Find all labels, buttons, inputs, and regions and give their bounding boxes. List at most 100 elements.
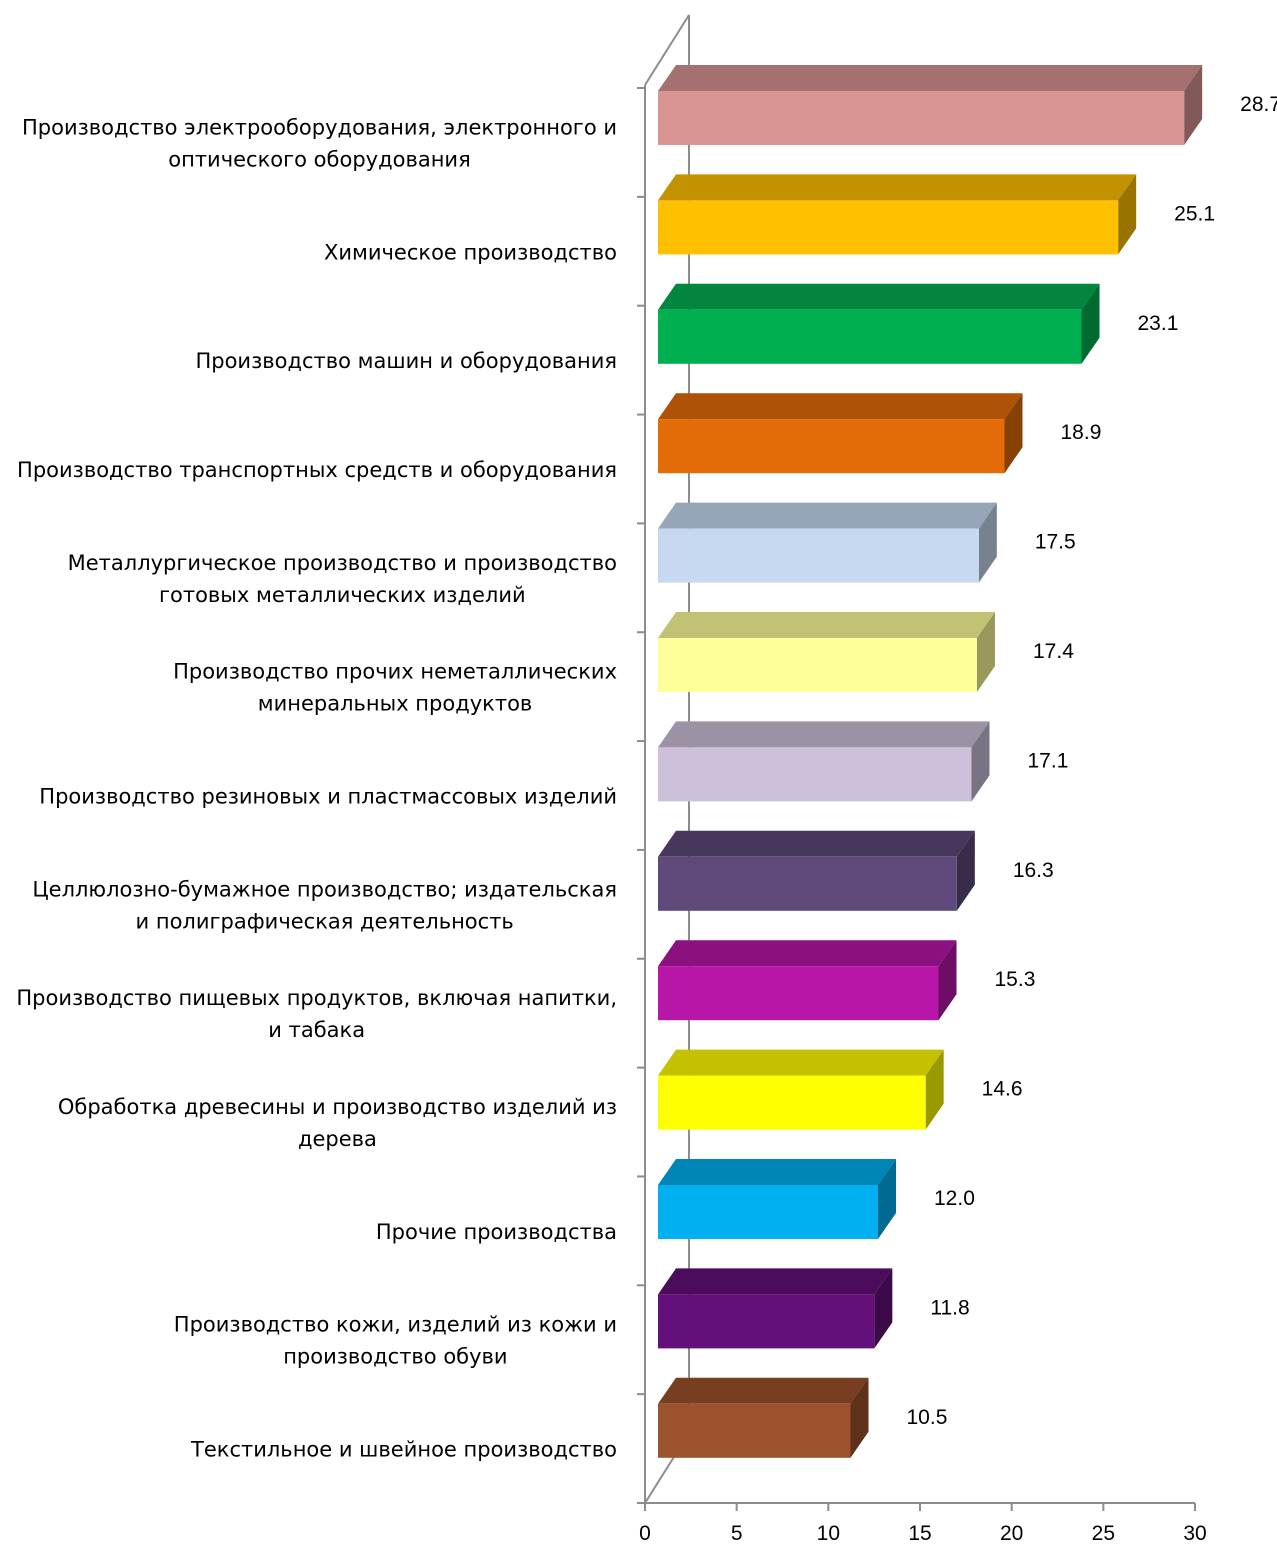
bar-side-face <box>971 721 990 802</box>
x-tick-label: 10 <box>817 1522 840 1545</box>
data-label: 10.5 <box>907 1406 948 1429</box>
bar-top-face <box>658 1049 944 1076</box>
bar-top-face <box>658 830 975 857</box>
category-label-line: Прочие производства <box>376 1220 617 1244</box>
bar-front-face <box>658 1403 851 1458</box>
category-label: Производство резиновых и пластмассовых и… <box>39 785 617 809</box>
bar <box>658 174 1137 255</box>
bar <box>658 502 997 583</box>
x-axis-ticks: 0 5 10 15 20 25 30 <box>639 1503 1207 1545</box>
category-label-line: Металлургическое производство и производ… <box>68 551 617 575</box>
bar-top-face <box>658 612 995 638</box>
data-label: 17.5 <box>1035 531 1076 554</box>
category-label: Производство прочих неметаллических минер… <box>173 660 617 716</box>
bar <box>658 1159 896 1239</box>
x-tick-label: 5 <box>731 1522 743 1545</box>
bar-top-face <box>658 502 997 529</box>
chart-bars <box>658 65 1203 1458</box>
bar-front-face <box>658 91 1185 145</box>
category-labels: Производство электрооборудования, электр… <box>16 115 617 1461</box>
bar <box>658 393 1023 474</box>
bar-side-face <box>978 502 997 583</box>
x-tick-label: 25 <box>1092 1522 1115 1545</box>
category-label-line: производство обуви <box>283 1345 507 1369</box>
category-label-line: Обработка древесины и производство издел… <box>58 1095 617 1119</box>
category-label: Химическое производство <box>324 240 617 264</box>
bar-side-face <box>956 830 975 911</box>
category-label: Прочие производства <box>376 1220 617 1244</box>
data-label: 11.8 <box>930 1296 969 1319</box>
bar-top-face <box>658 283 1100 310</box>
category-label-line: и табака <box>268 1018 365 1042</box>
data-label: 25.1 <box>1174 202 1215 225</box>
x-tick-label: 20 <box>1000 1522 1023 1545</box>
bar-side-face <box>1004 393 1023 474</box>
bar <box>658 283 1100 364</box>
data-label: 14.6 <box>982 1078 1023 1101</box>
category-label: Производство электрооборудования, электр… <box>22 115 617 171</box>
bar-top-face <box>658 940 957 967</box>
x-tick-label: 0 <box>639 1522 651 1545</box>
category-label-line: Производство прочих неметаллических <box>173 660 617 684</box>
bar-front-face <box>658 856 957 911</box>
bar-front-face <box>658 528 979 583</box>
category-label: Металлургическое производство и производ… <box>68 551 617 607</box>
bar <box>658 1268 893 1349</box>
bar-top-face <box>658 1377 869 1404</box>
bar-top-face <box>658 721 990 748</box>
bar-side-face <box>925 1049 944 1130</box>
bar-side-face <box>850 1377 869 1458</box>
bar-front-face <box>658 638 977 692</box>
bar <box>658 830 975 911</box>
bar-top-face <box>658 174 1137 201</box>
bar <box>658 940 957 1021</box>
x-tick-label: 30 <box>1183 1522 1206 1545</box>
bar-front-face <box>658 966 939 1021</box>
x-tick-label: 15 <box>908 1522 931 1545</box>
bar-side-face <box>977 612 995 692</box>
data-label: 17.1 <box>1028 749 1069 772</box>
category-label: Производство пищевых продуктов, включая … <box>16 986 617 1042</box>
bar-side-face <box>1081 283 1100 364</box>
category-label-line: Химическое производство <box>324 240 617 264</box>
bar-side-face <box>874 1268 893 1349</box>
category-label: Производство машин и оборудования <box>195 349 617 373</box>
bar-front-face <box>658 309 1082 364</box>
bar-side-face <box>1118 174 1137 255</box>
data-label: 16.3 <box>1013 859 1054 882</box>
bar-top-face <box>658 393 1023 420</box>
bar-front-face <box>658 200 1119 255</box>
category-label: Текстильное и швейное производство <box>190 1438 617 1462</box>
category-label-line: Производство резиновых и пластмассовых и… <box>39 785 617 809</box>
bar-front-face <box>658 419 1005 474</box>
category-label: Обработка древесины и производство издел… <box>58 1095 617 1151</box>
category-label-line: готовых металлических изделий <box>159 583 526 607</box>
category-label-line: и полиграфическая деятельность <box>136 909 514 933</box>
data-label: 18.9 <box>1061 421 1102 444</box>
category-label-line: Производство транспортных средств и обор… <box>17 458 617 482</box>
category-label-line: Целлюлозно-бумажное производство; издате… <box>32 877 617 901</box>
category-label-line: минеральных продуктов <box>258 692 533 716</box>
category-label-line: дерева <box>298 1127 377 1151</box>
data-label: 28.7 <box>1240 93 1277 116</box>
bar-side-face <box>878 1159 896 1239</box>
data-label: 23.1 <box>1138 312 1179 335</box>
bar <box>658 721 990 802</box>
data-label: 17.4 <box>1033 640 1074 663</box>
bar-top-face <box>658 1268 893 1295</box>
data-label: 15.3 <box>995 968 1036 991</box>
wall-top-edge <box>644 14 690 86</box>
category-label-line: Производство кожи, изделий из кожи и <box>174 1313 617 1337</box>
category-label: Производство транспортных средств и обор… <box>17 458 617 482</box>
category-label-line: оптического оборудования <box>168 147 470 171</box>
bar-front-face <box>658 1185 878 1239</box>
category-label-line: Текстильное и швейное производство <box>190 1438 617 1462</box>
bar <box>658 612 995 692</box>
bar-top-face <box>658 1159 896 1185</box>
category-label-line: Производство электрооборудования, электр… <box>22 115 617 139</box>
bar-front-face <box>658 1294 875 1349</box>
bar-front-face <box>658 747 972 802</box>
data-label: 12.0 <box>934 1187 975 1210</box>
category-label: Производство кожи, изделий из кожи и прои… <box>174 1313 617 1369</box>
